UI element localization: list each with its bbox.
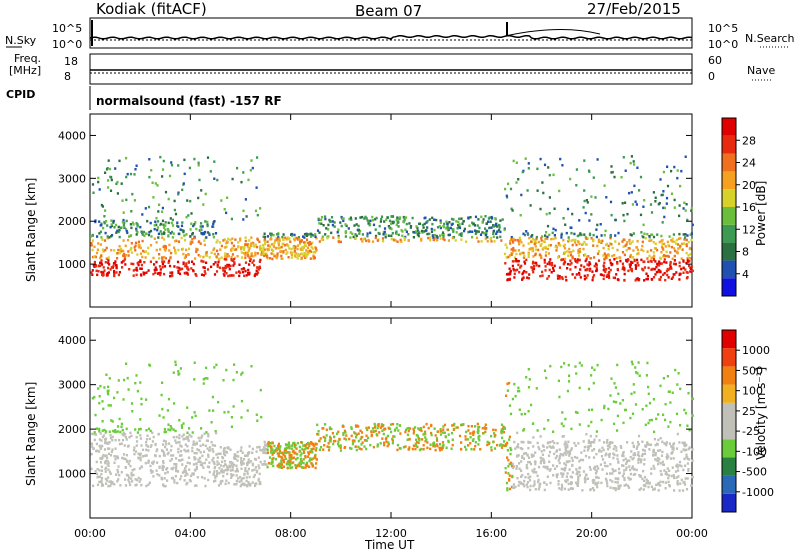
velocity-colorbar-tick-label: 100 — [742, 385, 763, 398]
power-colorbar-segment — [722, 260, 736, 279]
velocity-colorbar-segment — [722, 384, 736, 403]
velocity-y-tick-label: 4000 — [58, 334, 86, 347]
date-title: 27/Feb/2015 — [587, 0, 681, 18]
nsky-tick-top: 10^5 — [52, 22, 83, 35]
velocity-colorbar-segment — [722, 330, 736, 349]
velocity-colorbar-segment — [722, 493, 736, 512]
x-axis-label: Time UT — [365, 538, 415, 552]
x-tick-label: 20:00 — [576, 527, 608, 540]
power-colorbar-tick-label: 28 — [742, 134, 756, 147]
x-tick-label: 04:00 — [174, 527, 206, 540]
power-plot-area — [89, 113, 693, 308]
nsearch-trace — [504, 29, 601, 37]
velocity-plot-area — [89, 317, 693, 519]
x-tick-label: 00:00 — [74, 527, 106, 540]
nsky-panel — [89, 17, 693, 49]
power-colorbar-segment — [722, 171, 736, 190]
velocity-colorbar-segment — [722, 457, 736, 476]
velocity-colorbar-tick-label: -100 — [742, 445, 767, 458]
power-colorbar-tick-label: 24 — [742, 157, 756, 170]
power-scatter — [90, 155, 694, 282]
nsky-tick-bottom: 10^0 — [52, 38, 83, 51]
nsky-label: N.Sky — [5, 34, 37, 47]
power-y-tick-label: 2000 — [58, 215, 86, 228]
cpid-text: normalsound (fast) -157 RF — [96, 94, 282, 108]
velocity-colorbar-segment — [722, 439, 736, 458]
x-tick-label: 16:00 — [475, 527, 507, 540]
power-y-tick-label: 4000 — [58, 129, 86, 142]
velocity-scatter — [90, 360, 694, 492]
power-colorbar-segment — [722, 153, 736, 172]
velocity-y-tick-label: 3000 — [58, 379, 86, 392]
nsearch-label: N.Search — [745, 32, 795, 45]
nave-tick-top: 60 — [708, 54, 722, 67]
freq-unit-label: [MHz] — [9, 64, 42, 77]
velocity-colorbar-tick-label: 1000 — [742, 344, 770, 357]
power-colorbar-segment — [722, 278, 736, 296]
velocity-colorbar-segment — [722, 421, 736, 440]
power-colorbar-segment — [722, 207, 736, 225]
station-title: Kodiak (fitACF) — [96, 0, 207, 18]
power-colorbar-tick-label: 20 — [742, 179, 756, 192]
freq-tick-top: 18 — [64, 55, 78, 68]
x-tick-label: 08:00 — [275, 527, 307, 540]
nsearch-tick-top: 10^5 — [708, 22, 739, 35]
x-tick-label: 00:00 — [676, 527, 708, 540]
power-colorbar-tick-label: 8 — [742, 246, 749, 259]
beam-title: Beam 07 — [355, 2, 423, 20]
velocity-colorbar-tick-label: 500 — [742, 364, 763, 377]
nave-label: Nave — [747, 64, 776, 77]
velocity-colorbar-segment — [722, 348, 736, 367]
x-tick-label: 12:00 — [375, 527, 407, 540]
velocity-colorbar-tick-label: 25 — [742, 405, 756, 418]
power-colorbar-segment — [722, 189, 736, 207]
freq-tick-bottom: 8 — [64, 70, 71, 83]
velocity-colorbar-tick-label: -25 — [742, 425, 760, 438]
velocity-y-tick-label: 2000 — [58, 423, 86, 436]
power-y-tick-label: 3000 — [58, 172, 86, 185]
cpid-label: CPID — [6, 88, 36, 101]
nsearch-tick-bottom: 10^0 — [708, 38, 739, 51]
power-colorbar-segment — [722, 135, 736, 154]
power-colorbar-tick-label: 4 — [742, 268, 749, 281]
nsky-trace — [89, 34, 693, 40]
velocity-colorbar-segment — [722, 402, 736, 421]
velocity-colorbar-tick-label: -500 — [742, 466, 767, 479]
velocity-colorbar-tick-label: -1000 — [742, 486, 774, 499]
nave-tick-bottom: 0 — [708, 70, 715, 83]
velocity-colorbar-segment — [722, 475, 736, 494]
power-colorbar-segment — [722, 224, 736, 243]
freq-label: Freq. — [14, 52, 42, 65]
velocity-y-tick-label: 1000 — [58, 468, 86, 481]
power-y-tick-label: 1000 — [58, 258, 86, 271]
power-colorbar-segment — [722, 242, 736, 261]
velocity-colorbar-segment — [722, 366, 736, 385]
power-colorbar-segment — [722, 118, 736, 136]
power-colorbar-tick-label: 16 — [742, 201, 756, 214]
freq-panel — [89, 53, 693, 85]
power-colorbar-tick-label: 12 — [742, 223, 756, 236]
velocity-colorbar — [721, 329, 737, 513]
